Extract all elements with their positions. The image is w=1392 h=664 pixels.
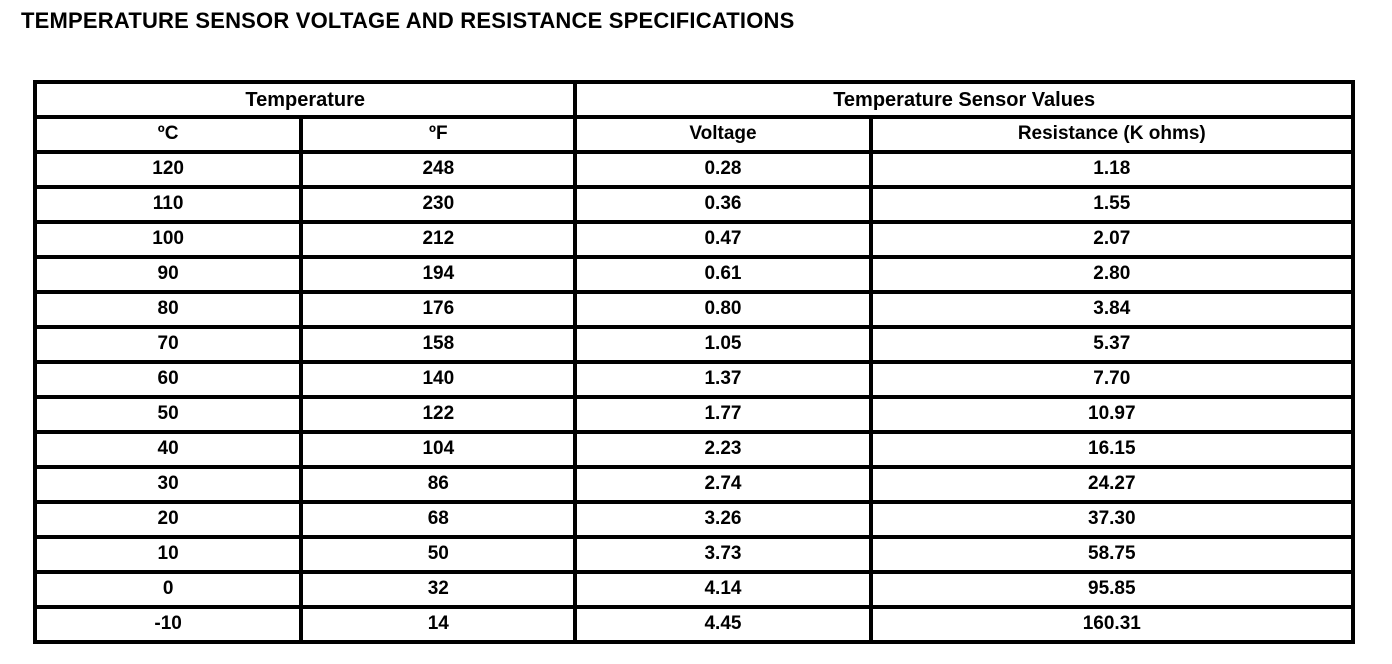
cell-resistance: 3.84: [868, 290, 1356, 329]
cell-fahrenheit: 248: [299, 150, 578, 189]
cell-celsius: 30: [32, 465, 304, 504]
cell-fahrenheit: 212: [299, 220, 578, 259]
column-header-celsius: ºC: [32, 115, 304, 154]
group-header-row: Temperature Temperature Sensor Values: [32, 80, 1355, 119]
cell-resistance: 16.15: [868, 430, 1356, 469]
column-header-row: ºC ºF Voltage Resistance (K ohms): [32, 115, 1356, 154]
cell-celsius: 110: [32, 185, 304, 224]
cell-fahrenheit: 158: [299, 325, 578, 364]
cell-resistance: 10.97: [868, 395, 1356, 434]
cell-voltage: 0.28: [573, 150, 873, 189]
cell-voltage: 1.37: [573, 360, 873, 399]
table-row: 110 230 0.36 1.55: [32, 185, 1356, 224]
cell-fahrenheit: 230: [299, 185, 578, 224]
cell-celsius: 0: [32, 570, 304, 609]
cell-celsius: 80: [32, 290, 304, 329]
cell-celsius: -10: [32, 605, 304, 644]
cell-fahrenheit: 140: [299, 360, 578, 399]
cell-voltage: 2.74: [573, 465, 873, 504]
cell-voltage: 0.61: [573, 255, 873, 294]
table-row: 80 176 0.80 3.84: [32, 290, 1356, 329]
cell-celsius: 100: [32, 220, 304, 259]
cell-voltage: 3.73: [573, 535, 873, 574]
cell-celsius: 50: [32, 395, 304, 434]
table-row: 0 32 4.14 95.85: [32, 570, 1356, 609]
cell-voltage: 4.14: [573, 570, 873, 609]
cell-voltage: 1.77: [573, 395, 873, 434]
table-row: 50 122 1.77 10.97: [32, 395, 1356, 434]
group-header-temperature: Temperature: [32, 80, 578, 119]
cell-voltage: 3.26: [573, 500, 873, 539]
cell-celsius: 70: [32, 325, 304, 364]
table-row: 120 248 0.28 1.18: [32, 150, 1356, 189]
temperature-sensor-spec-table: Temperature Temperature Sensor Values ºC…: [32, 80, 1356, 644]
group-header-sensor-values: Temperature Sensor Values: [573, 80, 1355, 119]
cell-resistance: 5.37: [868, 325, 1356, 364]
table-row: 30 86 2.74 24.27: [32, 465, 1356, 504]
table-header: Temperature Temperature Sensor Values ºC…: [32, 80, 1356, 154]
table-row: 100 212 0.47 2.07: [32, 220, 1356, 259]
cell-voltage: 0.47: [573, 220, 873, 259]
cell-celsius: 10: [32, 535, 304, 574]
cell-voltage: 0.80: [573, 290, 873, 329]
cell-resistance: 58.75: [868, 535, 1356, 574]
page-title: TEMPERATURE SENSOR VOLTAGE AND RESISTANC…: [21, 8, 795, 33]
cell-resistance: 2.07: [868, 220, 1356, 259]
cell-fahrenheit: 50: [299, 535, 578, 574]
table-body: 120 248 0.28 1.18 110 230 0.36 1.55 100 212 0.47 2.…: [32, 150, 1356, 644]
cell-fahrenheit: 122: [299, 395, 578, 434]
cell-resistance: 95.85: [868, 570, 1356, 609]
cell-voltage: 0.36: [573, 185, 873, 224]
cell-celsius: 20: [32, 500, 304, 539]
column-header-resistance: Resistance (K ohms): [868, 115, 1356, 154]
cell-celsius: 60: [32, 360, 304, 399]
cell-celsius: 40: [32, 430, 304, 469]
cell-fahrenheit: 86: [299, 465, 578, 504]
cell-fahrenheit: 194: [299, 255, 578, 294]
cell-fahrenheit: 104: [299, 430, 578, 469]
table-row: 60 140 1.37 7.70: [32, 360, 1356, 399]
cell-fahrenheit: 68: [299, 500, 578, 539]
cell-resistance: 37.30: [868, 500, 1356, 539]
table-row: 20 68 3.26 37.30: [32, 500, 1356, 539]
cell-resistance: 160.31: [868, 605, 1356, 644]
cell-voltage: 2.23: [573, 430, 873, 469]
cell-fahrenheit: 14: [299, 605, 578, 644]
cell-resistance: 2.80: [868, 255, 1356, 294]
cell-fahrenheit: 176: [299, 290, 578, 329]
cell-fahrenheit: 32: [299, 570, 578, 609]
cell-resistance: 1.18: [868, 150, 1356, 189]
table-row: 70 158 1.05 5.37: [32, 325, 1356, 364]
table-row: 90 194 0.61 2.80: [32, 255, 1356, 294]
cell-voltage: 1.05: [573, 325, 873, 364]
cell-resistance: 24.27: [868, 465, 1356, 504]
cell-celsius: 90: [32, 255, 304, 294]
column-header-voltage: Voltage: [573, 115, 873, 154]
table-row: -10 14 4.45 160.31: [32, 605, 1356, 644]
table-row: 10 50 3.73 58.75: [32, 535, 1356, 574]
cell-celsius: 120: [32, 150, 304, 189]
cell-resistance: 1.55: [868, 185, 1356, 224]
table-row: 40 104 2.23 16.15: [32, 430, 1356, 469]
cell-voltage: 4.45: [573, 605, 873, 644]
cell-resistance: 7.70: [868, 360, 1356, 399]
column-header-fahrenheit: ºF: [299, 115, 578, 154]
